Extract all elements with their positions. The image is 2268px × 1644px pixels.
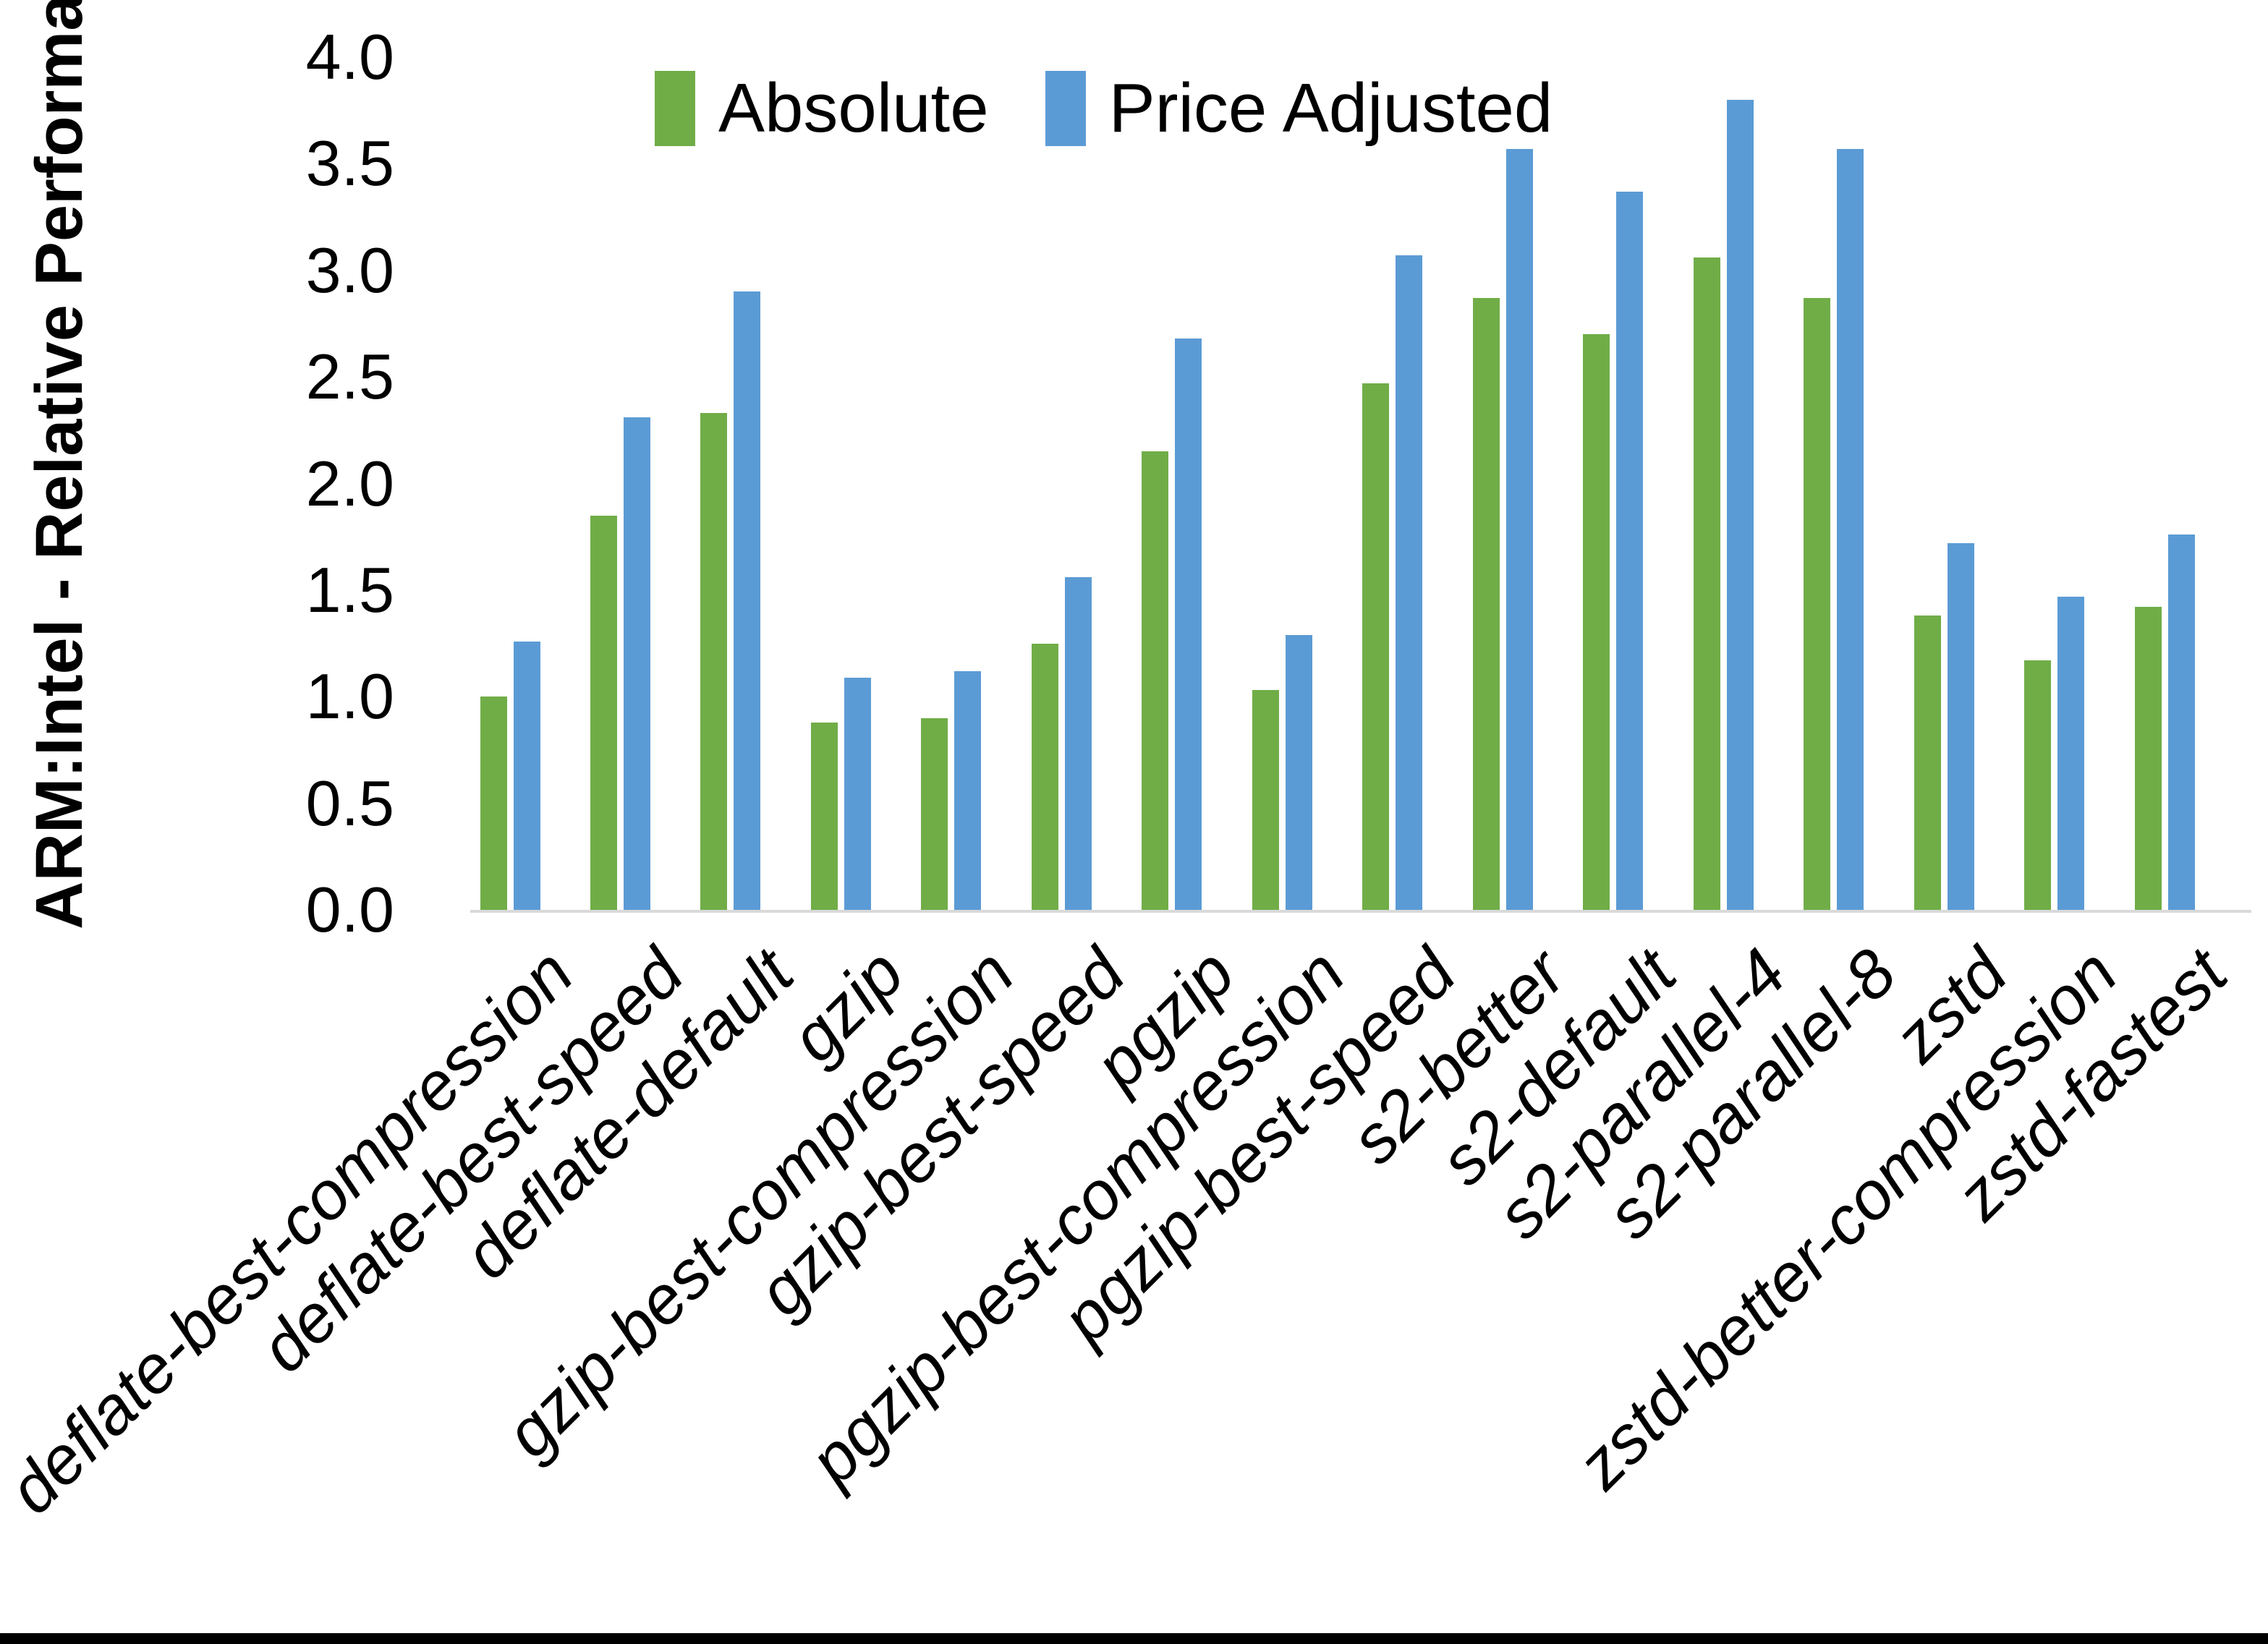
legend-item-absolute: Absolute: [655, 71, 989, 146]
x-axis-line: [470, 910, 2251, 913]
bar-price-adjusted-gzip-best-speed: [1064, 577, 1092, 910]
bar-absolute-gzip-best-speed: [1031, 643, 1058, 910]
legend-label-price-adjusted: Price Adjusted: [1108, 69, 1553, 147]
bar-price-adjusted-deflate-best-compression: [513, 641, 540, 910]
legend-item-price-adjusted: Price Adjusted: [1045, 71, 1553, 146]
bar-absolute-zstd-better-compression: [2024, 660, 2052, 910]
legend-label-absolute: Absolute: [718, 69, 989, 147]
y-tick-label-3.5: 3.5: [305, 127, 394, 200]
bar-price-adjusted-deflate-best-speed: [623, 417, 650, 910]
bottom-border: [0, 1633, 2268, 1644]
bar-absolute-s2-parallel-8: [1804, 298, 1831, 910]
y-axis-title: ARM:Intel - Relative Performance: [22, 0, 96, 929]
bar-absolute-zstd-fastest: [2134, 607, 2162, 910]
y-tick-label-2.5: 2.5: [305, 341, 394, 413]
bar-absolute-s2-default: [1583, 334, 1610, 910]
y-tick-label-2.0: 2.0: [305, 447, 394, 519]
bar-absolute-gzip: [810, 722, 838, 910]
bar-price-adjusted-deflate-default: [734, 291, 761, 910]
absolute-series-swatch-icon: [655, 71, 695, 146]
bar-absolute-deflate-default: [700, 413, 728, 910]
bar-price-adjusted-pgzip: [1175, 338, 1202, 910]
bar-absolute-deflate-best-speed: [590, 515, 617, 910]
y-tick-label-1.5: 1.5: [305, 553, 394, 626]
bar-absolute-gzip-best-compression: [921, 717, 948, 910]
bar-absolute-zstd: [1914, 616, 1941, 910]
bar-price-adjusted-s2-parallel-8: [1837, 148, 1864, 910]
bar-price-adjusted-zstd-better-compression: [2057, 596, 2085, 910]
bar-absolute-pgzip: [1142, 451, 1169, 910]
bar-price-adjusted-s2-parallel-4: [1726, 99, 1754, 910]
bar-price-adjusted-s2-better: [1505, 148, 1533, 910]
y-tick-label-0.5: 0.5: [305, 767, 394, 839]
bar-price-adjusted-gzip-best-compression: [954, 670, 982, 910]
bar-absolute-deflate-best-compression: [480, 697, 507, 910]
bar-price-adjusted-zstd-fastest: [2167, 534, 2195, 910]
bar-price-adjusted-s2-default: [1616, 191, 1644, 910]
bar-absolute-pgzip-best-speed: [1362, 383, 1390, 910]
y-tick-label-4.0: 4.0: [305, 21, 394, 93]
price-adjusted-series-swatch-icon: [1045, 71, 1086, 146]
y-tick-label-0.0: 0.0: [305, 874, 394, 945]
bar-price-adjusted-pgzip-best-speed: [1396, 255, 1423, 910]
bar-price-adjusted-gzip: [844, 677, 871, 910]
bar-absolute-s2-parallel-4: [1693, 257, 1720, 910]
bar-absolute-pgzip-best-compression: [1252, 690, 1279, 910]
y-tick-label-3.0: 3.0: [305, 234, 394, 306]
y-tick-label-1.0: 1.0: [305, 660, 394, 733]
bar-price-adjusted-zstd: [1947, 543, 1974, 910]
legend: Absolute Price Adjusted: [655, 71, 1553, 146]
bar-price-adjusted-pgzip-best-compression: [1285, 634, 1312, 910]
bar-absolute-s2-better: [1472, 298, 1500, 910]
